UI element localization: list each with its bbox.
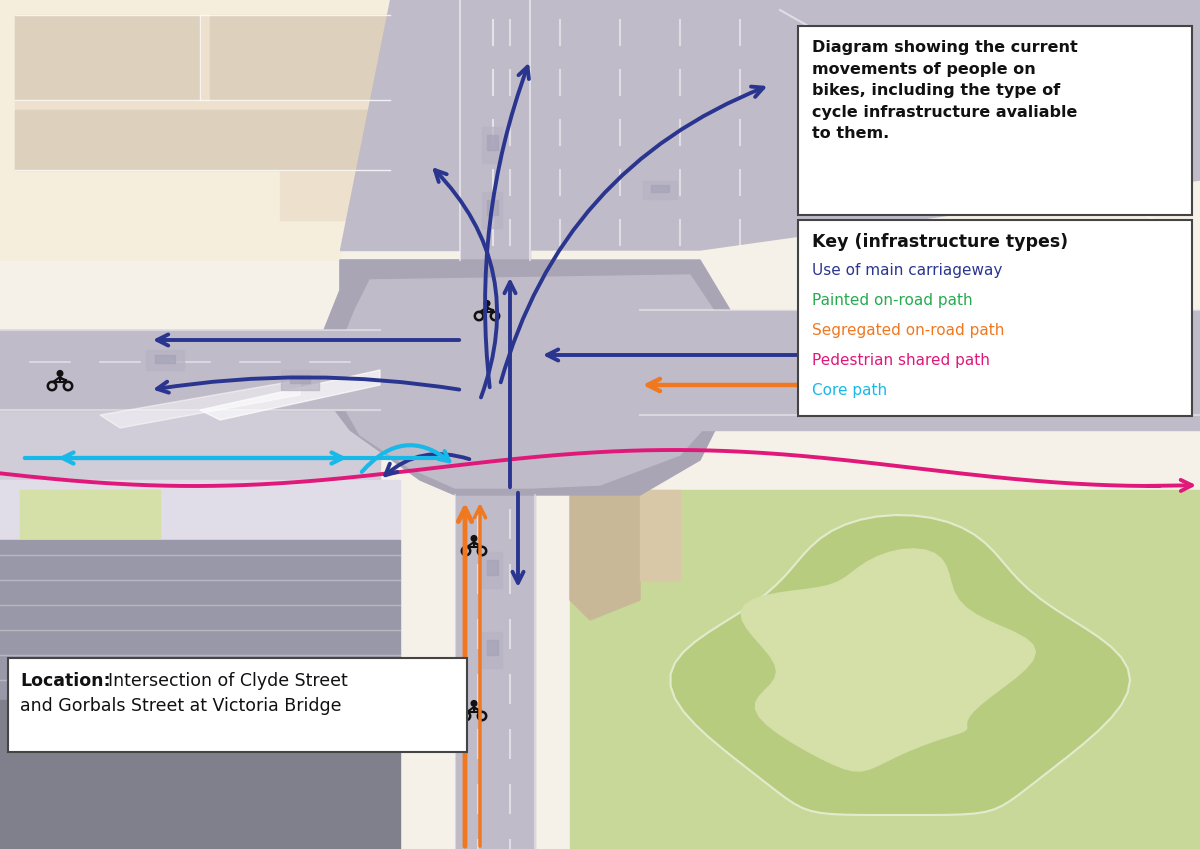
Polygon shape [455, 490, 535, 849]
Polygon shape [289, 374, 311, 383]
Text: and Gorbals Street at Victoria Bridge: and Gorbals Street at Victoria Bridge [20, 697, 342, 715]
Polygon shape [482, 552, 502, 588]
Polygon shape [0, 330, 380, 410]
Polygon shape [482, 632, 502, 668]
Polygon shape [0, 0, 490, 260]
Circle shape [472, 536, 476, 541]
Polygon shape [486, 640, 498, 655]
Text: Key (infrastructure types): Key (infrastructure types) [812, 233, 1068, 251]
Polygon shape [340, 0, 460, 250]
Polygon shape [100, 380, 300, 428]
Polygon shape [20, 490, 160, 538]
Polygon shape [16, 15, 390, 220]
Circle shape [58, 371, 62, 376]
FancyBboxPatch shape [798, 220, 1192, 416]
Polygon shape [643, 181, 677, 199]
Polygon shape [482, 192, 502, 228]
Polygon shape [640, 310, 1200, 430]
Polygon shape [640, 490, 680, 580]
FancyBboxPatch shape [8, 658, 467, 752]
Text: Painted on-road path: Painted on-road path [812, 293, 973, 308]
Polygon shape [395, 130, 430, 180]
Polygon shape [620, 310, 1200, 415]
Text: Location:: Location: [20, 672, 110, 690]
Polygon shape [155, 355, 175, 363]
Polygon shape [395, 0, 490, 120]
Polygon shape [530, 0, 1200, 250]
Text: Diagram showing the current
movements of people on
bikes, including the type of
: Diagram showing the current movements of… [812, 40, 1078, 142]
Polygon shape [486, 135, 498, 150]
Polygon shape [340, 260, 460, 360]
Polygon shape [742, 548, 1036, 771]
Polygon shape [0, 700, 400, 849]
Polygon shape [671, 515, 1130, 815]
Polygon shape [16, 15, 200, 100]
Polygon shape [210, 15, 390, 100]
Text: Pedestrian shared path: Pedestrian shared path [812, 353, 990, 368]
Polygon shape [320, 260, 750, 495]
Polygon shape [486, 560, 498, 575]
Polygon shape [570, 490, 640, 620]
Polygon shape [650, 185, 670, 193]
Polygon shape [0, 260, 460, 400]
Polygon shape [0, 480, 400, 540]
Text: Segregated on-road path: Segregated on-road path [812, 323, 1004, 338]
Polygon shape [919, 369, 941, 378]
Polygon shape [460, 0, 530, 350]
Polygon shape [0, 400, 380, 480]
FancyBboxPatch shape [798, 26, 1192, 215]
Polygon shape [395, 65, 430, 120]
Circle shape [472, 700, 476, 706]
Polygon shape [335, 275, 740, 488]
Circle shape [812, 385, 818, 391]
Polygon shape [0, 540, 400, 700]
Polygon shape [16, 110, 390, 170]
Text: Core path: Core path [812, 383, 887, 398]
Polygon shape [281, 370, 319, 390]
Polygon shape [911, 365, 949, 385]
Polygon shape [146, 350, 184, 370]
Circle shape [485, 301, 490, 306]
Polygon shape [570, 490, 1200, 849]
Polygon shape [482, 127, 502, 163]
Polygon shape [486, 200, 498, 215]
Text: Intersection of Clyde Street: Intersection of Clyde Street [108, 672, 348, 690]
Polygon shape [200, 370, 380, 420]
Text: Use of main carriageway: Use of main carriageway [812, 263, 1002, 278]
